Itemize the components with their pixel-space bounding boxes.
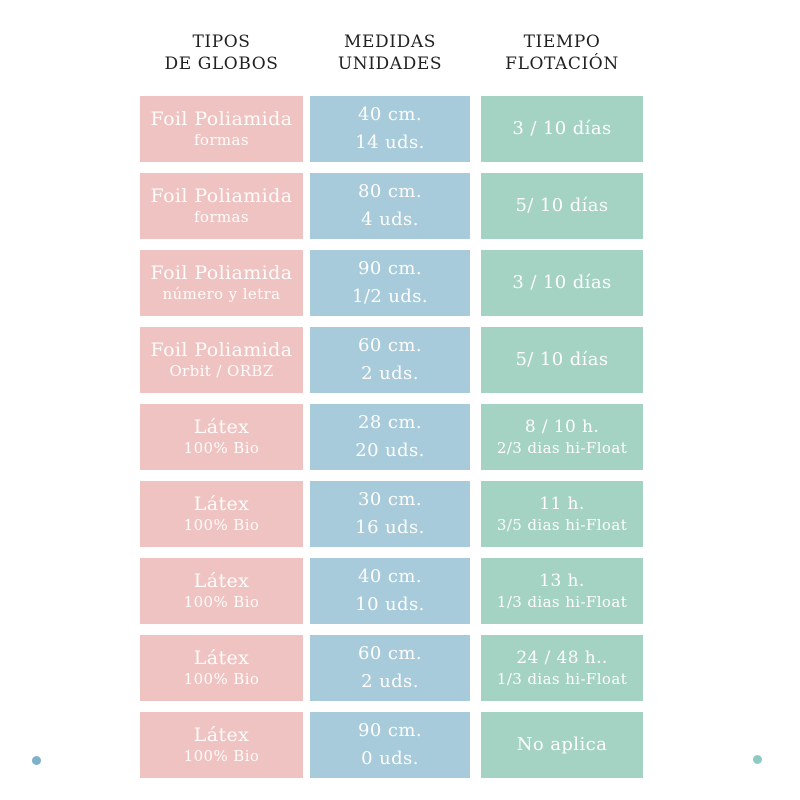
balloon-type-cell: Foil Poliamida formas bbox=[140, 96, 303, 162]
units-value: 16 uds. bbox=[355, 516, 425, 538]
balloon-type-name: Látex bbox=[193, 570, 250, 593]
float-time-cell: 13 h. 1/3 dias hi-Float bbox=[481, 558, 643, 624]
balloon-type-subtype: Orbit / ORBZ bbox=[169, 362, 274, 381]
balloon-type-name: Látex bbox=[193, 647, 250, 670]
balloon-type-cell: Látex 100% Bio bbox=[140, 481, 303, 547]
balloon-type-name: Látex bbox=[193, 416, 250, 439]
size-value: 90 cm. bbox=[358, 257, 422, 279]
table-row: Látex 100% Bio 28 cm. 20 uds. 8 / 10 h. … bbox=[140, 404, 643, 470]
float-time-value: 5/ 10 días bbox=[515, 349, 609, 371]
balloon-type-subtype: 100% Bio bbox=[183, 747, 260, 766]
balloon-type-subtype: formas bbox=[193, 131, 250, 150]
column-header-tipos: TIPOS DE GLOBOS bbox=[164, 32, 279, 75]
units-value: 10 uds. bbox=[355, 593, 425, 615]
balloon-type-cell: Látex 100% Bio bbox=[140, 712, 303, 778]
balloon-type-cell: Foil Poliamida formas bbox=[140, 173, 303, 239]
float-time-cell: 5/ 10 días bbox=[481, 173, 643, 239]
balloon-table: Foil Poliamida formas 40 cm. 14 uds. 3 /… bbox=[140, 96, 643, 789]
float-time-cell: 3 / 10 días bbox=[481, 250, 643, 316]
size-units-cell: 30 cm. 16 uds. bbox=[310, 481, 470, 547]
table-row: Látex 100% Bio 60 cm. 2 uds. 24 / 48 h..… bbox=[140, 635, 643, 701]
balloon-type-name: Foil Poliamida bbox=[150, 339, 293, 362]
balloon-type-name: Látex bbox=[193, 493, 250, 516]
float-time-value: 5/ 10 días bbox=[515, 195, 609, 217]
size-units-cell: 90 cm. 0 uds. bbox=[310, 712, 470, 778]
units-value: 4 uds. bbox=[361, 208, 419, 230]
size-value: 30 cm. bbox=[358, 488, 422, 510]
float-time-value: 24 / 48 h.. bbox=[516, 648, 608, 669]
size-units-cell: 90 cm. 1/2 uds. bbox=[310, 250, 470, 316]
size-value: 40 cm. bbox=[358, 565, 422, 587]
size-units-cell: 40 cm. 14 uds. bbox=[310, 96, 470, 162]
balloon-type-subtype: 100% Bio bbox=[183, 439, 260, 458]
balloon-type-subtype: 100% Bio bbox=[183, 670, 260, 689]
balloon-type-cell: Látex 100% Bio bbox=[140, 635, 303, 701]
balloon-type-subtype: formas bbox=[193, 208, 250, 227]
units-value: 20 uds. bbox=[355, 439, 425, 461]
balloon-type-subtype: 100% Bio bbox=[183, 593, 260, 612]
size-units-cell: 60 cm. 2 uds. bbox=[310, 327, 470, 393]
units-value: 2 uds. bbox=[361, 670, 419, 692]
table-row: Foil Poliamida formas 40 cm. 14 uds. 3 /… bbox=[140, 96, 643, 162]
size-units-cell: 28 cm. 20 uds. bbox=[310, 404, 470, 470]
float-time-note: 1/3 dias hi-Float bbox=[496, 669, 628, 688]
table-row: Foil Poliamida formas 80 cm. 4 uds. 5/ 1… bbox=[140, 173, 643, 239]
decorative-dot-bottom-left bbox=[32, 756, 41, 765]
units-value: 0 uds. bbox=[361, 747, 419, 769]
table-row: Látex 100% Bio 40 cm. 10 uds. 13 h. 1/3 … bbox=[140, 558, 643, 624]
balloon-type-subtype: 100% Bio bbox=[183, 516, 260, 535]
balloon-type-cell: Foil Poliamida número y letra bbox=[140, 250, 303, 316]
units-value: 1/2 uds. bbox=[352, 285, 428, 307]
balloon-type-name: Foil Poliamida bbox=[150, 185, 293, 208]
float-time-cell: 24 / 48 h.. 1/3 dias hi-Float bbox=[481, 635, 643, 701]
units-value: 2 uds. bbox=[361, 362, 419, 384]
float-time-value: 8 / 10 h. bbox=[524, 417, 600, 438]
table-row: Látex 100% Bio 90 cm. 0 uds. No aplica bbox=[140, 712, 643, 778]
size-units-cell: 40 cm. 10 uds. bbox=[310, 558, 470, 624]
size-units-cell: 80 cm. 4 uds. bbox=[310, 173, 470, 239]
float-time-value: 11 h. bbox=[539, 494, 585, 515]
balloon-type-cell: Látex 100% Bio bbox=[140, 558, 303, 624]
float-time-value: 13 h. bbox=[539, 571, 585, 592]
float-time-cell: 8 / 10 h. 2/3 dias hi-Float bbox=[481, 404, 643, 470]
balloon-type-cell: Foil Poliamida Orbit / ORBZ bbox=[140, 327, 303, 393]
float-time-note: 3/5 dias hi-Float bbox=[496, 515, 628, 534]
size-value: 60 cm. bbox=[358, 334, 422, 356]
balloon-type-cell: Látex 100% Bio bbox=[140, 404, 303, 470]
float-time-note: 1/3 dias hi-Float bbox=[496, 592, 628, 611]
size-value: 28 cm. bbox=[358, 411, 422, 433]
float-time-cell: 5/ 10 días bbox=[481, 327, 643, 393]
table-row: Foil Poliamida Orbit / ORBZ 60 cm. 2 uds… bbox=[140, 327, 643, 393]
balloon-type-name: Foil Poliamida bbox=[150, 108, 293, 131]
float-time-value: 3 / 10 días bbox=[512, 118, 612, 140]
float-time-cell: 3 / 10 días bbox=[481, 96, 643, 162]
float-time-value: No aplica bbox=[516, 734, 608, 756]
size-units-cell: 60 cm. 2 uds. bbox=[310, 635, 470, 701]
float-time-note: 2/3 dias hi-Float bbox=[496, 438, 628, 457]
size-value: 60 cm. bbox=[358, 642, 422, 664]
float-time-value: 3 / 10 días bbox=[512, 272, 612, 294]
column-header-medidas: MEDIDAS UNIDADES bbox=[337, 32, 443, 75]
balloon-type-name: Foil Poliamida bbox=[150, 262, 293, 285]
float-time-cell: 11 h. 3/5 dias hi-Float bbox=[481, 481, 643, 547]
table-row: Látex 100% Bio 30 cm. 16 uds. 11 h. 3/5 … bbox=[140, 481, 643, 547]
balloon-type-name: Látex bbox=[193, 724, 250, 747]
size-value: 90 cm. bbox=[358, 719, 422, 741]
units-value: 14 uds. bbox=[355, 131, 425, 153]
float-time-cell: No aplica bbox=[481, 712, 643, 778]
table-row: Foil Poliamida número y letra 90 cm. 1/2… bbox=[140, 250, 643, 316]
column-header-tiempo: TIEMPO FLOTACIÓN bbox=[505, 32, 619, 75]
size-value: 80 cm. bbox=[358, 180, 422, 202]
decorative-dot-bottom-right bbox=[753, 755, 762, 764]
balloon-type-subtype: número y letra bbox=[162, 285, 281, 304]
size-value: 40 cm. bbox=[358, 103, 422, 125]
